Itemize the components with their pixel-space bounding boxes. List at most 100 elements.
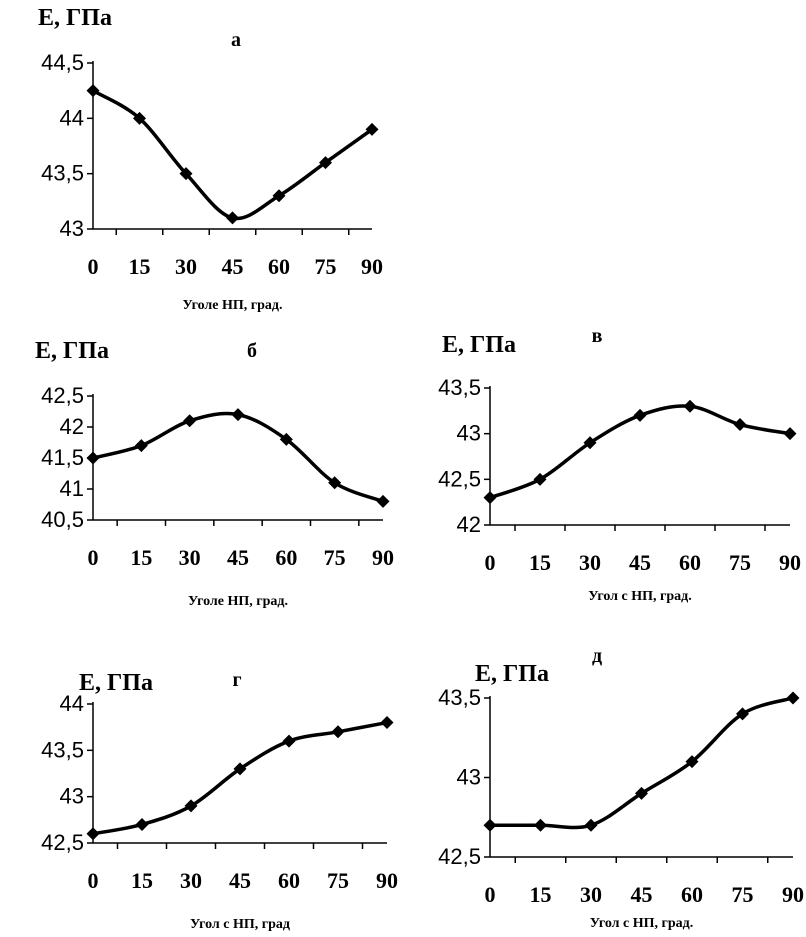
data-point [365,122,379,136]
data-point [231,408,245,422]
y-tick-label: 43,5 [438,375,481,400]
y-axis-label: E, ГПа [35,338,109,364]
x-tick-label: 15 [530,882,552,907]
panel-label: г [232,669,241,691]
y-tick-label: 42,5 [438,466,481,491]
x-tick-label: 90 [372,545,394,570]
x-tick-label: 0 [485,882,496,907]
data-point [584,818,598,832]
data-point [133,111,146,125]
y-tick-label: 43,5 [438,685,481,710]
x-tick-label: 60 [268,254,290,279]
data-point [179,167,193,181]
data-point [319,156,332,170]
data-point [635,786,648,800]
y-tick-label: 43 [457,765,481,790]
x-tick-label: 75 [729,550,751,575]
y-axis-label: E, ГПа [38,5,112,31]
x-tick-label: 30 [175,254,197,279]
y-tick-label: 41,5 [41,445,84,470]
data-point [633,408,647,422]
x-axis-label: Угол с НП, град. [590,916,694,931]
x-axis-label: Угол с НП, град [190,917,290,932]
x-tick-label: 45 [222,254,244,279]
data-point [685,755,699,769]
x-tick-label: 15 [129,254,151,279]
x-tick-label: 75 [315,254,337,279]
chart-panel: E, ГПа д 42,5 43 43,5 0 15 30 45 60 75 90 Угол с НП,… [438,645,804,931]
x-tick-label: 60 [278,868,300,893]
x-tick-label: 45 [631,882,653,907]
chart-panel: E, ГПа в 42 42,5 43 43,5 0 15 30 45 60 75 90 Угол с Н… [438,325,801,604]
y-tick-label: 44 [60,105,84,130]
x-tick-label: 60 [679,550,701,575]
x-tick-label: 75 [732,882,754,907]
data-point [380,716,394,730]
data-point [533,472,547,486]
y-tick-label: 43,5 [41,737,84,762]
x-axis-label: Уголе НП, град. [182,298,282,313]
data-point [134,439,148,453]
data-point [534,818,547,832]
x-tick-label: 30 [580,882,602,907]
data-point [86,827,100,841]
data-point [786,691,800,705]
y-tick-label: 41 [60,476,84,501]
data-point [272,189,286,203]
y-tick-label: 42 [60,414,84,439]
x-tick-label: 0 [485,550,496,575]
data-point [226,211,239,225]
data-point [376,494,390,508]
data-point [282,734,296,748]
data-point [331,725,345,739]
x-tick-label: 45 [629,550,651,575]
series-line [92,411,384,504]
data-point [135,817,149,831]
x-tick-label: 30 [579,550,601,575]
y-axis-label: E, ГПа [442,332,516,358]
data-point [583,436,597,450]
data-point [736,707,749,721]
x-tick-label: 0 [88,545,99,570]
data-point [683,399,697,413]
x-tick-label: 75 [324,545,346,570]
x-tick-label: 45 [229,868,251,893]
y-tick-label: 42,5 [438,844,481,869]
data-point [86,451,100,465]
x-tick-label: 75 [327,868,349,893]
y-tick-label: 43 [457,421,481,446]
y-tick-label: 43 [60,784,84,809]
chart-panel: E, ГПа г 42,5 43 43,5 44 0 15 30 45 60 75 90 Угол с Н… [41,669,398,932]
y-tick-label: 42 [457,512,481,537]
y-tick-label: 44 [60,691,84,716]
data-point [233,762,247,776]
series-line [92,720,388,836]
data-point [86,84,100,98]
series-line [92,89,374,221]
data-point [483,818,497,832]
x-axis-label: Угол с НП, град. [588,589,692,604]
x-tick-label: 90 [376,868,398,893]
x-tick-label: 15 [131,868,153,893]
chart-panel: E, ГПа б 40,5 41 41,5 42 42,5 0 15 30 45 60 75 90 Угол… [35,338,394,609]
x-tick-label: 60 [681,882,703,907]
y-tick-label: 43 [60,216,84,241]
x-tick-label: 0 [88,254,99,279]
y-tick-label: 40,5 [41,507,84,532]
panel-label: а [231,29,241,51]
data-point [328,476,342,490]
panel-label: д [592,645,602,667]
x-tick-label: 45 [227,545,249,570]
panel-label: б [247,340,257,362]
y-tick-label: 42,5 [41,383,84,408]
data-point [783,427,797,441]
x-tick-label: 90 [361,254,383,279]
x-tick-label: 30 [180,868,202,893]
x-tick-label: 60 [275,545,297,570]
x-tick-label: 90 [782,882,804,907]
x-tick-label: 15 [130,545,152,570]
data-point [483,491,497,505]
x-tick-label: 90 [779,550,801,575]
x-axis-label: Уголе НП, град. [188,594,288,609]
